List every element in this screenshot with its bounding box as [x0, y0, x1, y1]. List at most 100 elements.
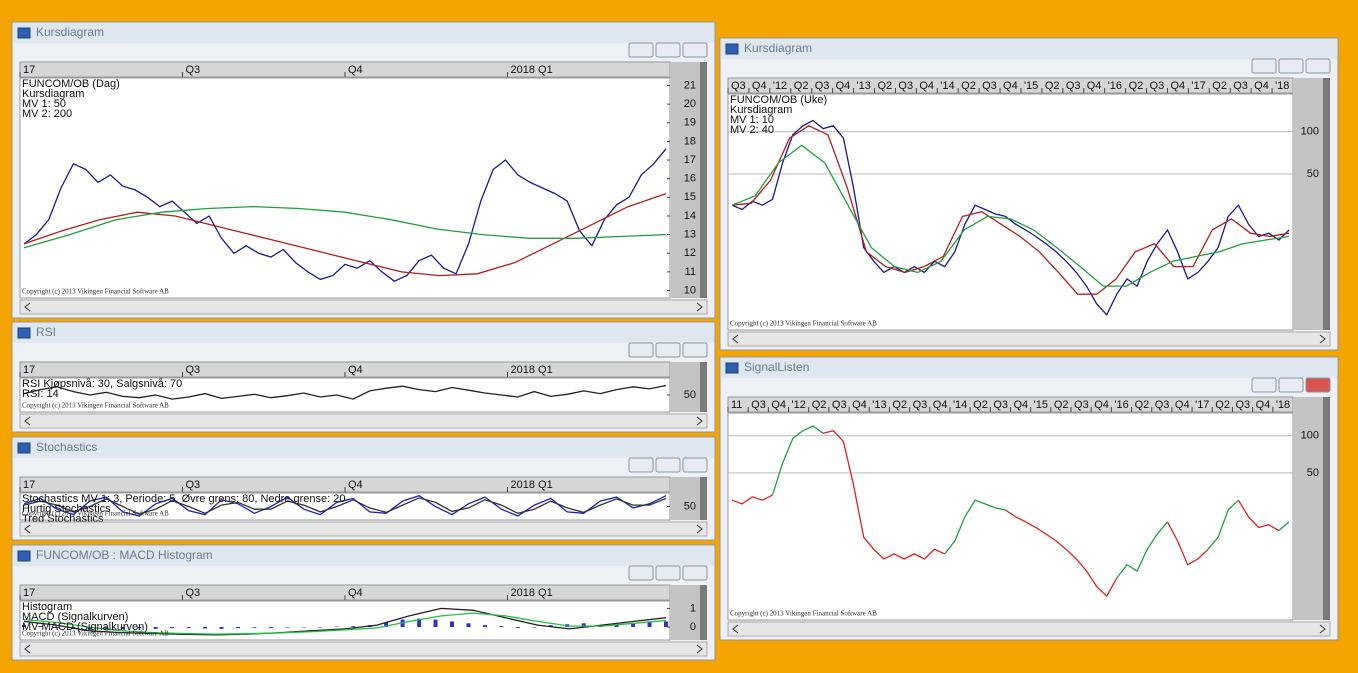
- window-title: FUNCOM/OB : MACD Histogram: [36, 548, 213, 562]
- axis-edge: [1323, 397, 1330, 620]
- close-button[interactable]: [1305, 377, 1331, 393]
- series-line: [731, 125, 1290, 295]
- scroll-right[interactable]: [1319, 334, 1326, 344]
- legend-title: FUNCOM/OB (Uke): [730, 94, 827, 106]
- y-tick-label: 10: [684, 284, 696, 296]
- time-label: 2018 Q1: [511, 479, 553, 491]
- histogram-bar: [104, 627, 109, 629]
- title-bar: [721, 39, 1337, 59]
- copyright: Copyright (c) 2013 Vikingen Financial So…: [730, 320, 877, 328]
- histogram-bar: [614, 624, 619, 627]
- time-label: Q3: [751, 399, 766, 411]
- scroll-right[interactable]: [696, 644, 703, 654]
- scroll-left[interactable]: [732, 334, 739, 344]
- axis-edge: [700, 62, 707, 298]
- time-label: Q4: [1175, 399, 1190, 411]
- window-icon: [17, 27, 31, 39]
- time-label: Q3: [1155, 399, 1170, 411]
- close-button[interactable]: [682, 342, 708, 358]
- minimize-button[interactable]: [1251, 58, 1277, 74]
- value-axis: [670, 362, 700, 412]
- legend-entry: Kursdiagram: [730, 104, 792, 116]
- time-label: Q2: [1054, 399, 1069, 411]
- time-label: Q4: [771, 399, 786, 411]
- y-tick-label: 16: [684, 173, 696, 185]
- time-label: Q3: [186, 64, 201, 76]
- close-button[interactable]: [682, 42, 708, 58]
- time-label: Q4: [348, 479, 363, 491]
- maximize-button[interactable]: [655, 342, 681, 358]
- title-bar: [721, 358, 1337, 378]
- time-label: Q2: [1215, 399, 1230, 411]
- histogram-bar: [482, 625, 487, 627]
- copyright: Copyright (c) 2013 Vikingen Financial So…: [730, 610, 877, 618]
- minimize-button[interactable]: [1251, 377, 1277, 393]
- scroll-left[interactable]: [24, 524, 31, 534]
- minimize-button[interactable]: [628, 342, 654, 358]
- legend-entry: Kursdiagram: [22, 88, 84, 100]
- histogram-bar: [268, 627, 273, 628]
- minimize-button[interactable]: [628, 565, 654, 581]
- time-label: '13: [872, 399, 886, 411]
- close-button[interactable]: [682, 457, 708, 473]
- scrollbar[interactable]: [19, 521, 708, 537]
- plot-area: [727, 93, 1294, 331]
- close-button[interactable]: [682, 565, 708, 581]
- title-bar: [13, 23, 714, 43]
- histogram-bar: [87, 627, 92, 630]
- histogram-bar: [664, 621, 668, 627]
- histogram-bar: [153, 627, 158, 629]
- maximize-button[interactable]: [1278, 58, 1304, 74]
- time-label: Q3: [1074, 399, 1089, 411]
- maximize-button[interactable]: [1278, 377, 1304, 393]
- scrollbar[interactable]: [19, 299, 708, 315]
- time-label: Q3: [186, 364, 201, 376]
- time-label: Q4: [1256, 399, 1271, 411]
- time-label: '12: [773, 80, 787, 92]
- minimize-button[interactable]: [628, 457, 654, 473]
- close-button[interactable]: [1305, 58, 1331, 74]
- time-label: Q3: [832, 399, 847, 411]
- histogram-bar: [450, 621, 454, 627]
- scroll-right[interactable]: [696, 524, 703, 534]
- time-label: 11: [731, 399, 742, 411]
- series-line: [23, 612, 667, 635]
- time-label: Q2: [877, 80, 892, 92]
- time-label: Q4: [1254, 80, 1269, 92]
- minimize-button[interactable]: [628, 42, 654, 58]
- time-label: Q4: [1087, 80, 1102, 92]
- scroll-right[interactable]: [696, 416, 703, 426]
- window-icon: [17, 442, 31, 454]
- scroll-right[interactable]: [696, 302, 703, 312]
- time-label: Q3: [1235, 399, 1250, 411]
- y-tick-label: 18: [684, 135, 696, 147]
- time-label: 2018 Q1: [511, 64, 553, 76]
- scroll-left[interactable]: [24, 302, 31, 312]
- time-label: 17: [23, 479, 35, 491]
- legend-entry: MV 2: 200: [22, 108, 72, 120]
- scrollbar[interactable]: [727, 331, 1331, 347]
- series-line: [23, 205, 667, 249]
- maximize-button[interactable]: [655, 565, 681, 581]
- time-label: Q4: [836, 80, 851, 92]
- scrollbar[interactable]: [19, 641, 708, 657]
- scroll-left[interactable]: [24, 644, 31, 654]
- scrollbar[interactable]: [727, 621, 1331, 637]
- scroll-right[interactable]: [1319, 624, 1326, 634]
- scroll-left[interactable]: [24, 416, 31, 426]
- maximize-button[interactable]: [655, 457, 681, 473]
- legend-entry: Histogram: [22, 601, 72, 613]
- time-label: Q3: [186, 587, 201, 599]
- time-label: '13: [857, 80, 871, 92]
- scroll-left[interactable]: [732, 624, 739, 634]
- time-label: '12: [792, 399, 806, 411]
- y-tick-label: 17: [684, 154, 696, 166]
- maximize-button[interactable]: [655, 42, 681, 58]
- time-label: Q4: [348, 64, 363, 76]
- scrollbar[interactable]: [19, 413, 708, 429]
- y-tick-label: 11: [685, 266, 696, 278]
- y-tick-label: 1: [690, 602, 696, 614]
- series-line: [23, 148, 667, 282]
- histogram-bar: [203, 627, 208, 629]
